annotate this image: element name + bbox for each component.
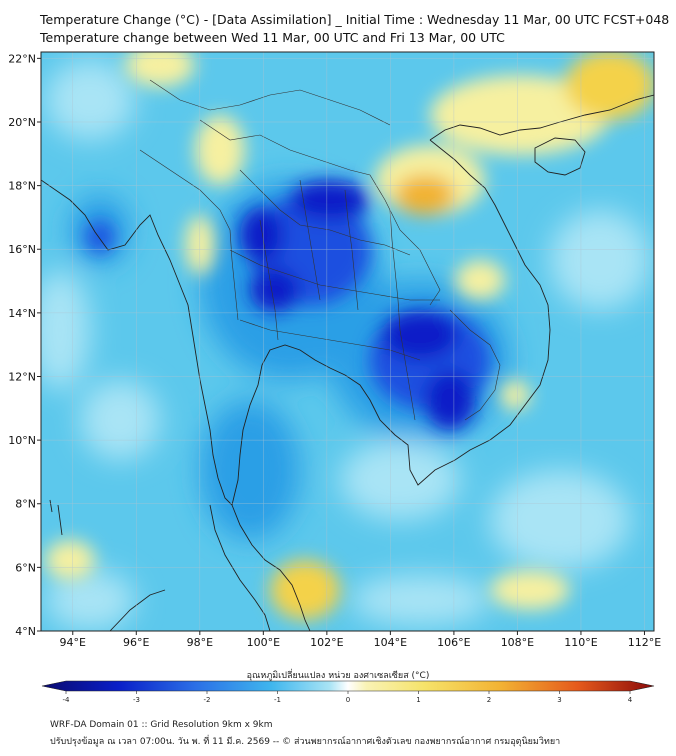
lon-tick-label: 108°E: [501, 636, 534, 649]
lat-tick-label: 8°N: [15, 498, 36, 511]
lon-tick-label: 100°E: [247, 636, 280, 649]
lat-tick-label: 22°N: [8, 52, 36, 65]
temperature-field: [41, 52, 654, 631]
lon-tick-label: 102°E: [310, 636, 343, 649]
lat-tick-label: 16°N: [8, 243, 36, 256]
lon-tick-label: 110°E: [564, 636, 597, 649]
lon-tick-label: 96°E: [123, 636, 149, 649]
colorbar-tick-label: 0: [346, 696, 350, 704]
colorbar-tick-label: 3: [557, 696, 561, 704]
lat-tick-label: 14°N: [8, 307, 36, 320]
lon-tick-label: 94°E: [60, 636, 86, 649]
lon-tick-label: 112°E: [628, 636, 661, 649]
colorbar-tick-label: 1: [416, 696, 420, 704]
map-subtitle: Temperature change between Wed 11 Mar, 0…: [40, 30, 505, 45]
map-title: Temperature Change (°C) - [Data Assimila…: [40, 12, 670, 27]
lat-tick-label: 4°N: [15, 625, 36, 638]
colorbar: -4 -3 -2 -1 0 1 2 3 4: [41, 680, 655, 704]
lat-tick-label: 18°N: [8, 180, 36, 193]
lat-tick-label: 10°N: [8, 434, 36, 447]
colorbar-tick-label: -1: [274, 696, 281, 704]
lat-tick-label: 12°N: [8, 370, 36, 383]
lon-tick-label: 106°E: [437, 636, 470, 649]
longitude-axis: 94°E 96°E 98°E 100°E 102°E 104°E 106°E 108°E 110…: [60, 631, 661, 649]
colorbar-label: อุณหภูมิเปลี่ยนแปลง หน่วย องศาเซลเซียส (…: [246, 671, 430, 681]
update-credit: ปรับปรุงข้อมูล ณ เวลา 07:00น. วัน พ. ที่…: [50, 737, 561, 747]
colorbar-tick-label: 2: [487, 696, 491, 704]
colorbar-tick-label: 4: [628, 696, 633, 704]
lon-tick-label: 98°E: [187, 636, 213, 649]
coastlines: [41, 94, 654, 631]
provincial-borders: [139, 79, 501, 421]
lon-tick-label: 104°E: [374, 636, 407, 649]
colorbar-tick-label: -2: [204, 696, 211, 704]
colorbar-tick-label: -3: [133, 696, 140, 704]
colorbar-tick-label: -4: [63, 696, 71, 704]
lat-tick-label: 20°N: [8, 116, 36, 129]
latitude-axis: 4°N 6°N 8°N 10°N 12°N 14°N 16°N 18°N 20°N 22°N: [8, 52, 41, 638]
plot-frame: [40, 51, 655, 632]
model-info: WRF-DA Domain 01 :: Grid Resolution 9km …: [50, 720, 273, 730]
lat-tick-label: 6°N: [15, 561, 36, 574]
